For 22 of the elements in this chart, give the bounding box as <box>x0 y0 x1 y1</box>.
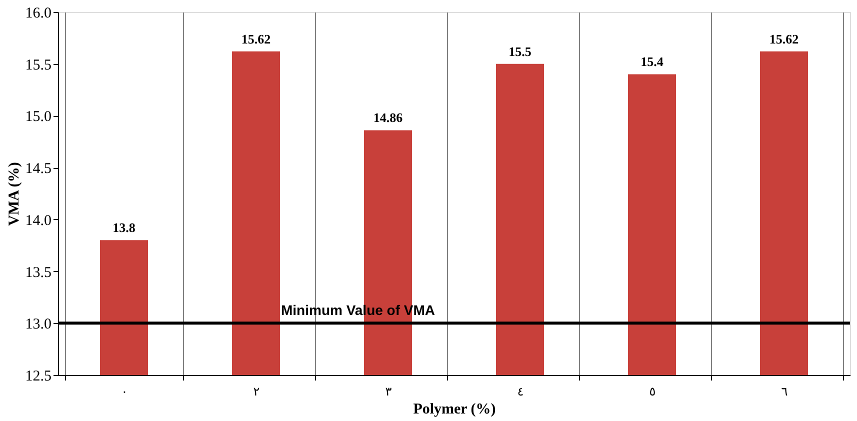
y-tick-label: 15.0 <box>25 109 52 126</box>
y-tick-label: 16.0 <box>25 6 52 22</box>
y-tick-label: 13.0 <box>25 316 52 333</box>
x-tick-label: ٤ <box>517 384 524 398</box>
y-tick-label: 14.0 <box>25 212 52 229</box>
y-tick-label: 12.5 <box>25 368 52 384</box>
y-tick-label: 13.5 <box>25 264 52 281</box>
x-tick-label: ٦ <box>781 384 788 398</box>
data-label: 15.62 <box>241 31 271 46</box>
y-axis-title: VMA (%) <box>6 162 22 226</box>
data-label: 13.8 <box>112 220 136 236</box>
data-label: 15.62 <box>769 31 799 46</box>
x-tick-label: ٢ <box>253 384 260 398</box>
x-tick-label: ٥ <box>649 384 656 398</box>
y-tick-label: 15.5 <box>25 57 52 74</box>
x-axis-title: Polymer (%) <box>413 402 496 418</box>
data-label: 14.86 <box>373 110 404 126</box>
x-tick-label: ٣ <box>385 384 392 398</box>
data-label: 15.5 <box>508 44 532 59</box>
data-label: 15.4 <box>640 54 664 70</box>
y-tick-label: 14.5 <box>25 161 52 178</box>
x-tick-label: ٠ <box>121 384 128 398</box>
